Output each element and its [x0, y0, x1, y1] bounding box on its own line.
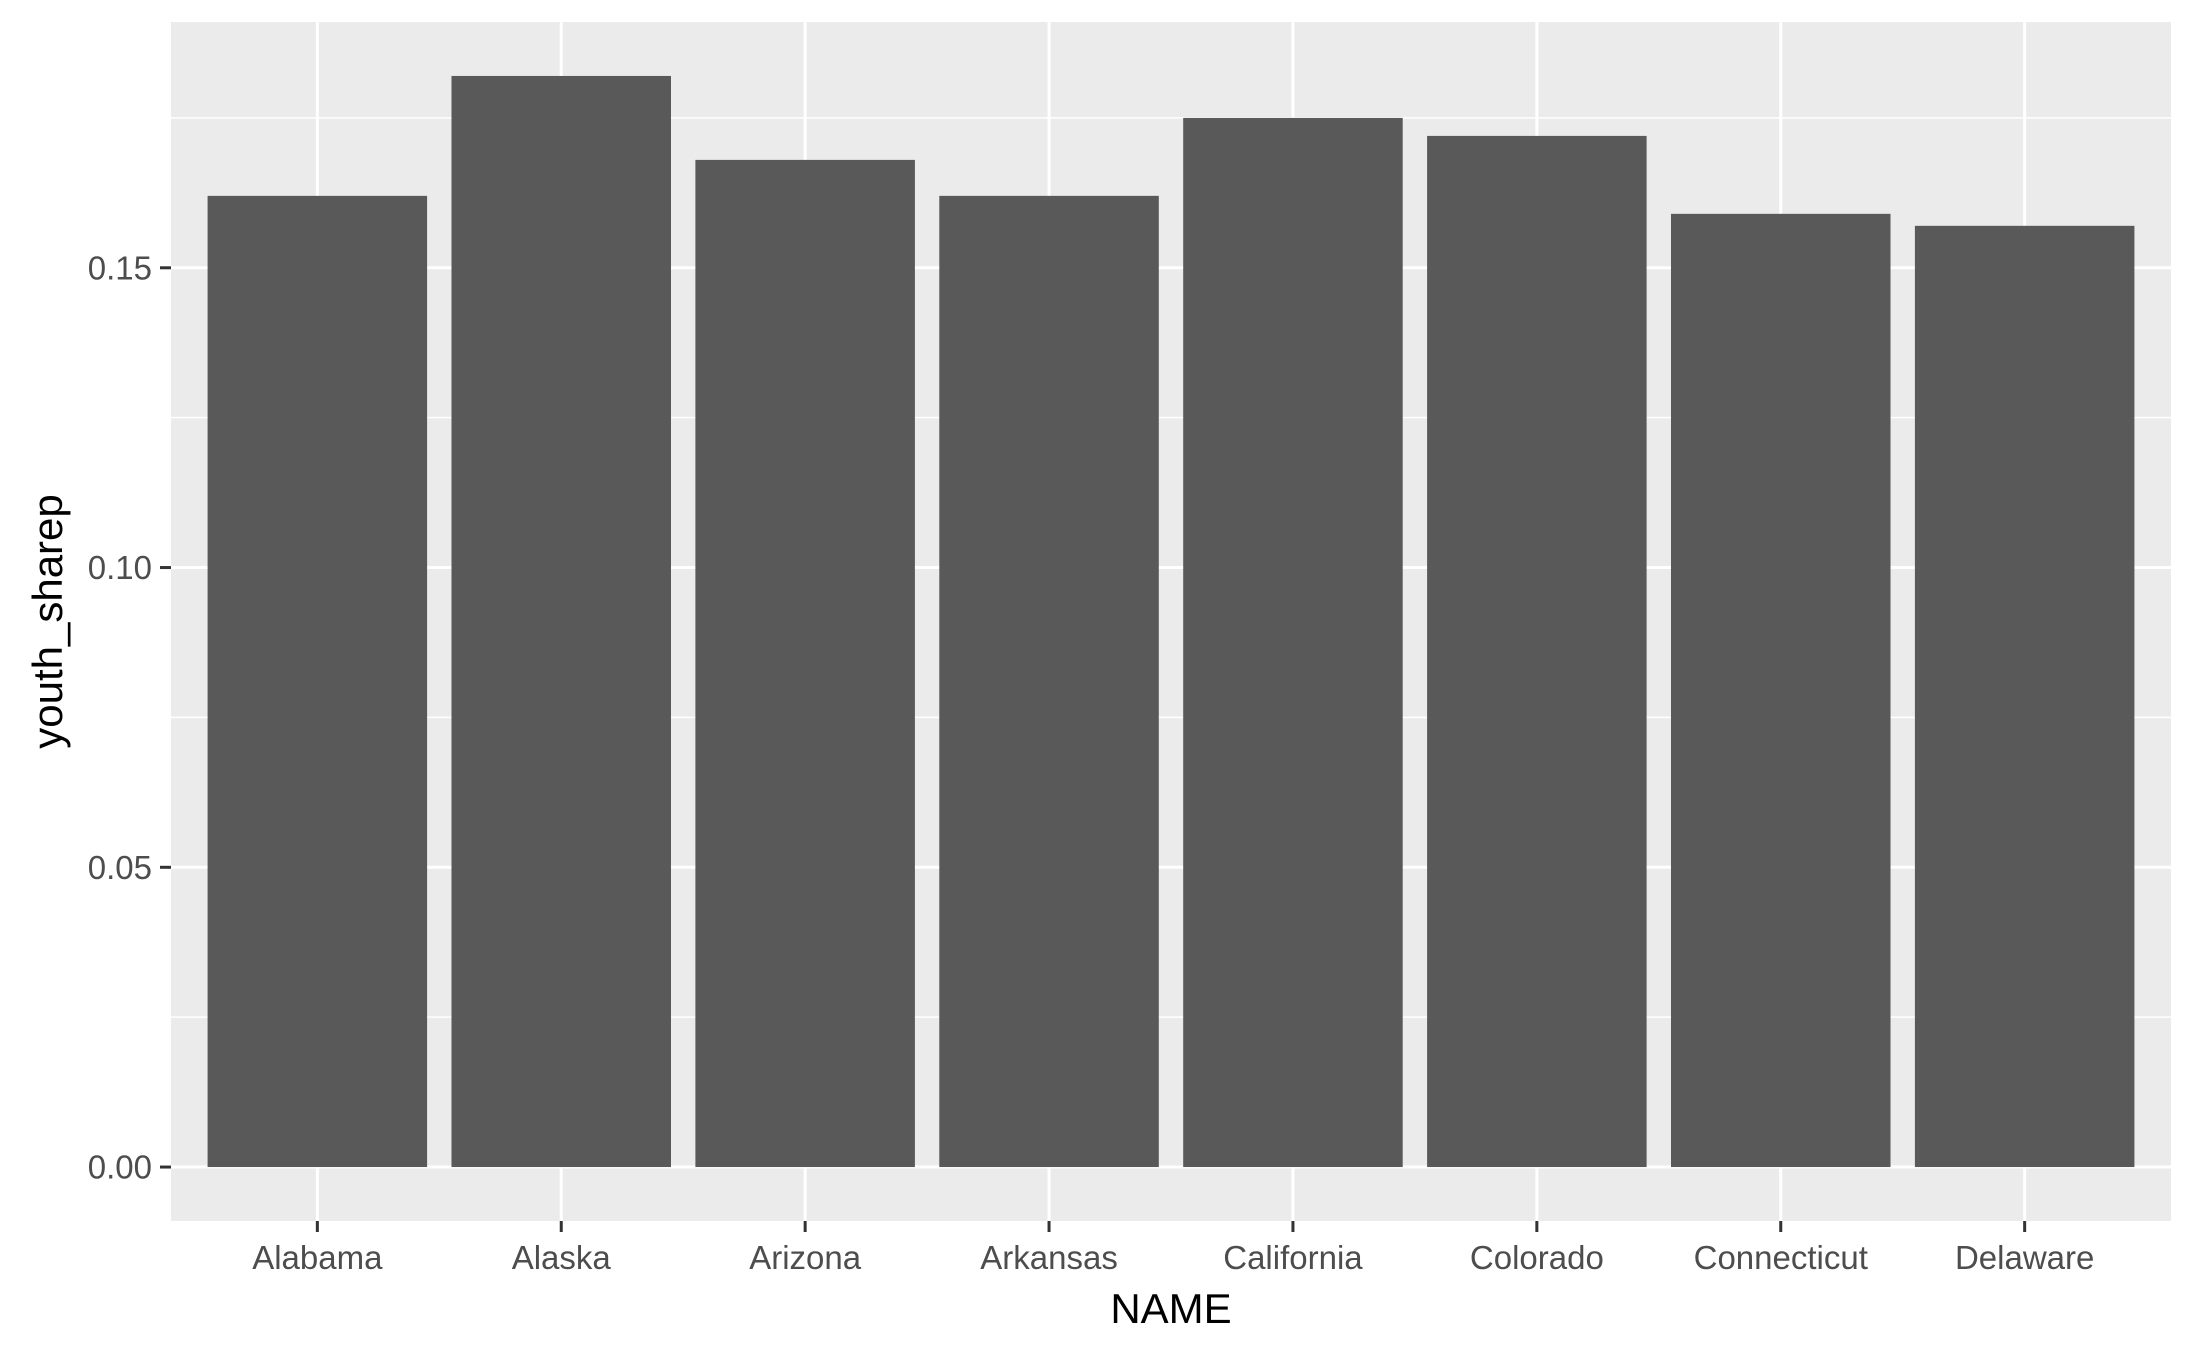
bar-connecticut — [1671, 213, 1891, 1168]
bar-arizona — [695, 159, 915, 1168]
bar-delaware — [1914, 225, 2135, 1168]
y-tick-label: 0.00 — [88, 1149, 152, 1186]
x-tick-label: Connecticut — [1694, 1239, 1868, 1276]
bar-colorado — [1427, 135, 1647, 1168]
y-axis-title: youth_sharep — [24, 494, 71, 749]
bar-alaska — [451, 75, 671, 1168]
x-tick-label: Colorado — [1470, 1239, 1604, 1276]
x-tick-label: California — [1223, 1239, 1363, 1276]
bar-series — [207, 75, 2135, 1168]
x-tick-label: Delaware — [1955, 1239, 2094, 1276]
y-tick-label: 0.15 — [88, 249, 152, 286]
bar-arkansas — [939, 195, 1159, 1168]
x-tick-label: Alabama — [252, 1239, 383, 1276]
x-tick-label: Arizona — [749, 1239, 862, 1276]
x-tick-label: Arkansas — [980, 1239, 1118, 1276]
bar-california — [1183, 117, 1403, 1168]
y-tick-label: 0.05 — [88, 849, 152, 886]
y-tick-label: 0.10 — [88, 549, 152, 586]
x-axis-title: NAME — [1110, 1285, 1231, 1332]
x-tick-label: Alaska — [512, 1239, 612, 1276]
bar-alabama — [207, 195, 428, 1168]
x-axis: Alabama Alaska Arizona Arkansas California Co… — [252, 1221, 2094, 1276]
y-axis: 0.00 0.05 0.10 0.15 — [88, 249, 171, 1186]
